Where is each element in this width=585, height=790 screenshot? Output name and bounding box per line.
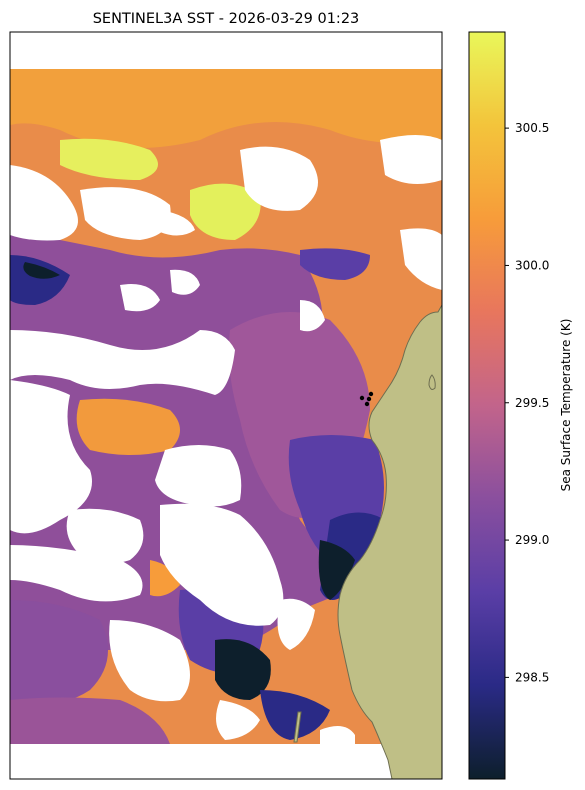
chart-title: SENTINEL3A SST - 2026-03-29 01:23 — [93, 11, 360, 27]
colorbar: 298.5 299.0 299.5 300.0 300.5 Sea Surface Te… — [468, 31, 573, 780]
colorbar-frame — [468, 31, 506, 780]
colorbar-gradient — [469, 32, 505, 779]
marker — [364, 401, 370, 407]
colorbar-ticks: 298.5 299.0 299.5 300.0 300.5 — [505, 121, 549, 684]
colorbar-tick-label: 298.5 — [515, 670, 549, 684]
cloud-mask — [10, 32, 442, 779]
colorbar-tick-label: 299.5 — [515, 396, 549, 410]
colorbar-label: Sea Surface Temperature (K) — [559, 319, 573, 492]
station-markers — [359, 391, 374, 407]
colorbar-tick-label: 300.0 — [515, 258, 549, 272]
marker — [368, 391, 374, 397]
colorbar-tick-label: 299.0 — [515, 533, 549, 547]
colorbar-tick-label: 300.5 — [515, 121, 549, 135]
map-frame — [9, 31, 443, 780]
land — [337, 303, 442, 779]
map-area — [10, 32, 442, 779]
marker — [366, 396, 372, 402]
spit — [293, 711, 302, 743]
island — [428, 374, 436, 390]
marker — [359, 395, 365, 401]
